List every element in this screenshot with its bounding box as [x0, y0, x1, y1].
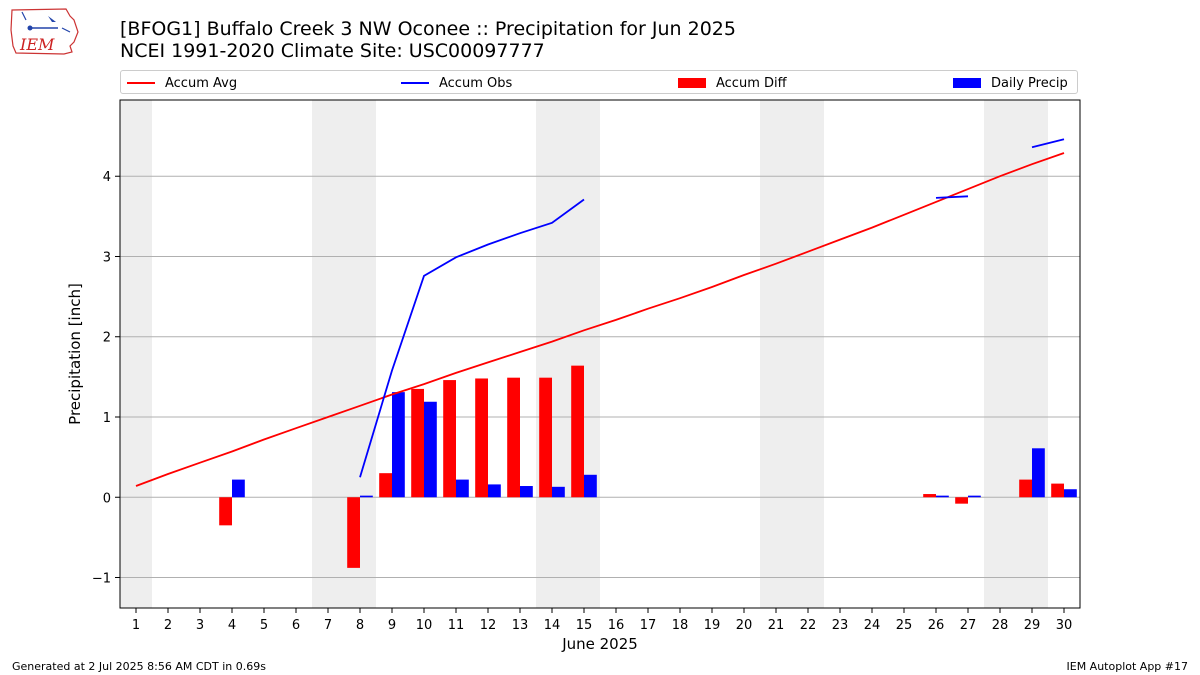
- x-tick-label: 20: [736, 618, 753, 633]
- weekend-band: [536, 100, 600, 608]
- accum-diff-bar: [411, 388, 424, 498]
- x-tick-label: 13: [512, 618, 529, 633]
- weekend-band: [760, 100, 824, 608]
- daily-precip-bar: [520, 486, 533, 498]
- iem-logo: IEM: [8, 6, 82, 62]
- x-tick-label: 5: [260, 618, 268, 633]
- accum-diff-bar: [347, 497, 360, 568]
- daily-precip-bar: [968, 495, 981, 498]
- x-tick-label: 8: [356, 618, 364, 633]
- accum-diff-bar: [1019, 479, 1032, 498]
- daily-precip-bar: [552, 486, 565, 498]
- y-tick-label: 3: [103, 250, 111, 265]
- x-tick-label: 22: [800, 618, 817, 633]
- y-tick-label: 0: [103, 491, 111, 506]
- daily-precip-bar: [584, 474, 597, 498]
- x-tick-label: 18: [672, 618, 689, 633]
- weekend-band: [120, 100, 152, 608]
- x-tick-label: 26: [928, 618, 945, 633]
- chart-title: [BFOG1] Buffalo Creek 3 NW Oconee :: Pre…: [120, 18, 736, 40]
- accum-diff-bar: [475, 378, 488, 498]
- y-tick-label: 4: [103, 170, 111, 185]
- daily-precip-bar: [360, 495, 373, 498]
- x-tick-label: 9: [388, 618, 396, 633]
- x-tick-label: 12: [480, 618, 497, 633]
- daily-precip-bar: [1064, 489, 1077, 498]
- y-tick-label: −1: [92, 572, 111, 587]
- accum-diff-bar: [1051, 483, 1064, 498]
- legend-item-daily-precip: Daily Precip: [953, 74, 1068, 92]
- daily-precip-bar: [456, 479, 469, 498]
- x-tick-label: 7: [324, 618, 332, 633]
- chart-title-block: [BFOG1] Buffalo Creek 3 NW Oconee :: Pre…: [120, 18, 736, 62]
- accum-diff-bar: [379, 473, 392, 498]
- legend-item-accum-obs: Accum Obs: [401, 74, 512, 92]
- accum-diff-bar: [507, 377, 520, 498]
- daily-precip-bar: [392, 392, 405, 498]
- y-axis-label: Precipitation [inch]: [66, 283, 84, 425]
- x-tick-label: 27: [960, 618, 977, 633]
- x-tick-label: 2: [164, 618, 172, 633]
- legend-swatch-accum-obs: [401, 82, 429, 84]
- accum-obs-line: [935, 195, 969, 199]
- x-tick-label: 10: [416, 618, 433, 633]
- legend-swatch-accum-diff: [678, 78, 706, 88]
- x-tick-label: 6: [292, 618, 300, 633]
- x-tick-label: 16: [608, 618, 625, 633]
- y-tick-label: 1: [103, 411, 111, 426]
- x-tick-label: 30: [1056, 618, 1073, 633]
- chart-subtitle: NCEI 1991-2020 Climate Site: USC00097777: [120, 40, 545, 62]
- plot-frame: [119, 99, 1081, 609]
- x-tick-label: 29: [1024, 618, 1041, 633]
- legend-label-daily-precip: Daily Precip: [991, 75, 1068, 91]
- x-tick-label: 17: [640, 618, 657, 633]
- x-tick-label: 24: [864, 618, 881, 633]
- accum-diff-bar: [955, 497, 968, 504]
- accum-obs-line: [1031, 138, 1065, 149]
- x-tick-label: 28: [992, 618, 1009, 633]
- logo-text: IEM: [19, 35, 55, 54]
- legend-swatch-daily-precip: [953, 78, 981, 88]
- daily-precip-bar: [936, 495, 949, 498]
- legend-label-accum-obs: Accum Obs: [439, 75, 513, 91]
- legend-label-accum-avg: Accum Avg: [165, 75, 238, 91]
- accum-diff-bar: [923, 494, 936, 498]
- legend-item-accum-avg: Accum Avg: [127, 74, 237, 92]
- x-tick-label: 19: [704, 618, 721, 633]
- x-tick-label: 14: [544, 618, 561, 633]
- footer-app: IEM Autoplot App #17: [1066, 660, 1189, 673]
- footer-generated: Generated at 2 Jul 2025 8:56 AM CDT in 0…: [12, 660, 266, 673]
- accum-diff-bar: [219, 497, 232, 526]
- y-tick-label: 2: [103, 331, 111, 346]
- accum-diff-bar: [443, 380, 456, 498]
- daily-precip-bar: [424, 401, 437, 498]
- x-tick-label: 11: [448, 618, 465, 633]
- chart-legend: Accum Avg Accum Obs Accum Diff Daily Pre…: [120, 70, 1078, 94]
- accum-avg-line: [135, 152, 1065, 487]
- weekend-band: [984, 100, 1048, 608]
- x-tick-label: 25: [896, 618, 913, 633]
- x-tick-label: 23: [832, 618, 849, 633]
- x-tick-label: 3: [196, 618, 204, 633]
- daily-precip-bar: [232, 479, 245, 498]
- x-axis-label: June 2025: [561, 635, 638, 653]
- x-tick-label: 4: [228, 618, 236, 633]
- x-tick-label: 1: [132, 618, 140, 633]
- accum-obs-line: [359, 198, 585, 478]
- legend-item-accum-diff: Accum Diff: [678, 74, 787, 92]
- accum-diff-bar: [571, 365, 584, 498]
- x-tick-label: 21: [768, 618, 785, 633]
- accum-diff-bar: [539, 377, 552, 498]
- daily-precip-bar: [488, 484, 501, 498]
- legend-swatch-accum-avg: [127, 82, 155, 84]
- daily-precip-bar: [1032, 448, 1045, 498]
- x-tick-label: 15: [576, 618, 593, 633]
- legend-label-accum-diff: Accum Diff: [716, 75, 787, 91]
- weekend-band: [312, 100, 376, 608]
